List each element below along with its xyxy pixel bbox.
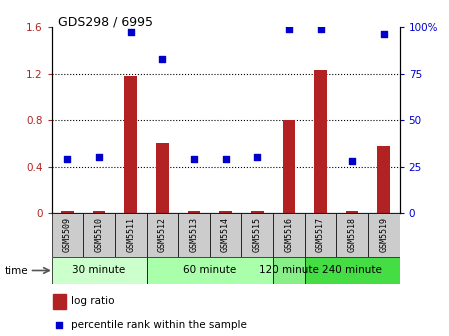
Bar [146,213,178,257]
Bar [378,146,390,213]
Bar [346,211,358,213]
Bar [93,211,106,213]
Point [96,155,103,160]
Text: 240 minute: 240 minute [322,265,382,276]
Text: GDS298 / 6995: GDS298 / 6995 [58,15,154,28]
Text: GSM5517: GSM5517 [316,217,325,252]
Bar [156,143,169,213]
Point [159,56,166,61]
Bar [61,211,74,213]
Text: 30 minute: 30 minute [72,265,126,276]
Bar [273,257,305,284]
Point [64,157,71,162]
Bar [146,257,273,284]
Text: GSM5513: GSM5513 [189,217,198,252]
Bar [305,257,400,284]
Point [348,159,356,164]
Text: GSM5514: GSM5514 [221,217,230,252]
Bar [305,213,336,257]
Bar [124,76,137,213]
Text: GSM5515: GSM5515 [253,217,262,252]
Bar [52,213,83,257]
Bar [115,213,146,257]
Bar [282,120,295,213]
Bar [52,257,146,284]
Bar [210,213,242,257]
Bar [178,213,210,257]
Point [222,157,229,162]
Point [317,26,324,32]
Bar [188,211,200,213]
Point [285,26,292,32]
Text: GSM5518: GSM5518 [348,217,357,252]
Text: GSM5512: GSM5512 [158,217,167,252]
Bar [314,70,327,213]
Text: time: time [4,266,28,276]
Text: 60 minute: 60 minute [183,265,237,276]
Bar [83,213,115,257]
Point [254,155,261,160]
Bar [251,211,264,213]
Bar [368,213,400,257]
Point [190,157,198,162]
Bar [336,213,368,257]
Text: log ratio: log ratio [71,296,114,306]
Text: GSM5511: GSM5511 [126,217,135,252]
Text: 120 minute: 120 minute [259,265,319,276]
Point [380,32,387,37]
Bar [273,213,305,257]
Bar [53,294,66,309]
Text: GSM5509: GSM5509 [63,217,72,252]
Text: GSM5516: GSM5516 [284,217,293,252]
Bar [242,213,273,257]
Text: GSM5519: GSM5519 [379,217,388,252]
Point [127,30,134,35]
Text: GSM5510: GSM5510 [95,217,104,252]
Bar [219,211,232,213]
Point [56,323,63,328]
Text: percentile rank within the sample: percentile rank within the sample [71,320,247,330]
